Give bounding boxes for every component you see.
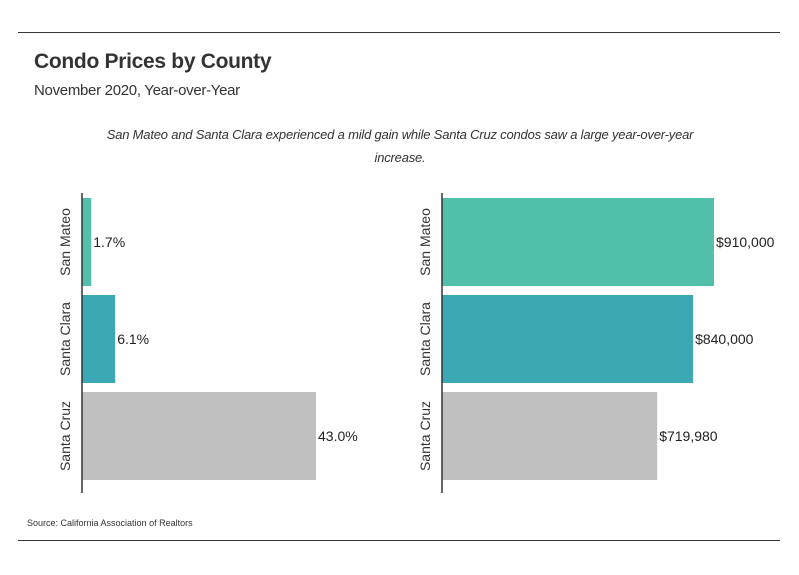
- bar-san-mateo: [442, 198, 714, 286]
- chart-subtitle: November 2020, Year-over-Year: [34, 82, 240, 99]
- data-label: 6.1%: [117, 331, 149, 347]
- bar-santa-cruz: [82, 392, 316, 480]
- chart-title: Condo Prices by County: [34, 50, 272, 73]
- category-label: Santa Cruz: [57, 401, 73, 471]
- bar-santa-clara: [442, 295, 694, 383]
- data-label: $719,980: [659, 428, 718, 444]
- source-note: Source: California Association of Realto…: [27, 518, 193, 528]
- data-label: $840,000: [695, 331, 754, 347]
- data-label: 43.0%: [318, 428, 358, 444]
- data-label: 1.7%: [93, 234, 125, 250]
- bar-santa-cruz: [442, 392, 658, 480]
- top-rule: [18, 32, 780, 33]
- chart-panel-1: 1.7% San Mateo 6.1% Santa Clara 43.0% Santa C…: [57, 193, 358, 493]
- bar-san-mateo: [82, 198, 92, 286]
- category-label: San Mateo: [417, 208, 433, 276]
- chart-annotation: San Mateo and Santa Clara experienced a …: [106, 127, 694, 165]
- chart-panel-2: $910,000 San Mateo $840,000 Santa Clara $719…: [417, 193, 775, 493]
- category-label: Santa Clara: [57, 302, 73, 376]
- data-label: $910,000: [716, 234, 775, 250]
- category-label: Santa Cruz: [417, 401, 433, 471]
- category-label: Santa Clara: [417, 302, 433, 376]
- bar-santa-clara: [82, 295, 116, 383]
- category-label: San Mateo: [57, 208, 73, 276]
- bottom-rule: [18, 540, 780, 541]
